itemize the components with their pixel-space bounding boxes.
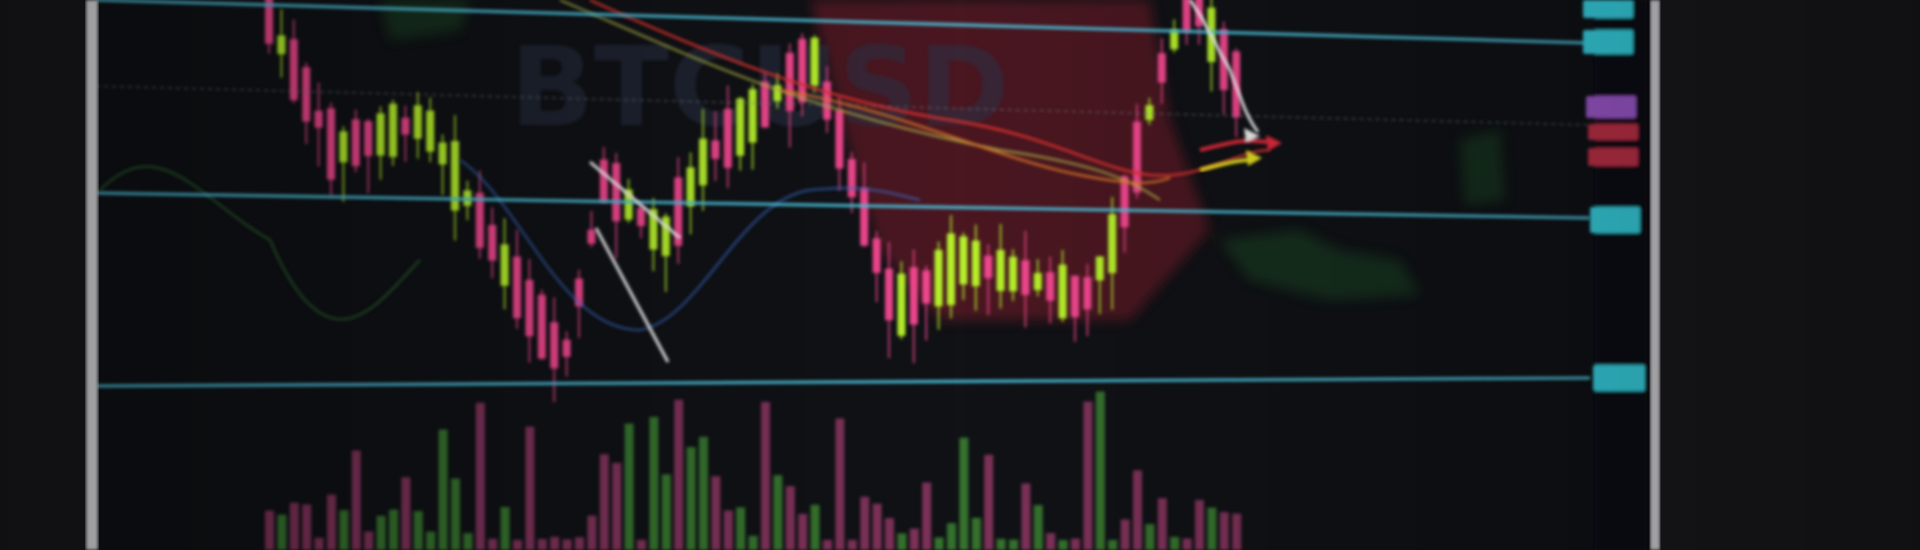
vignette [0, 0, 1920, 550]
monitor-photo: BTCUSD [0, 0, 1920, 550]
page: BTCUSD (() => { const data [0, 0, 1920, 550]
